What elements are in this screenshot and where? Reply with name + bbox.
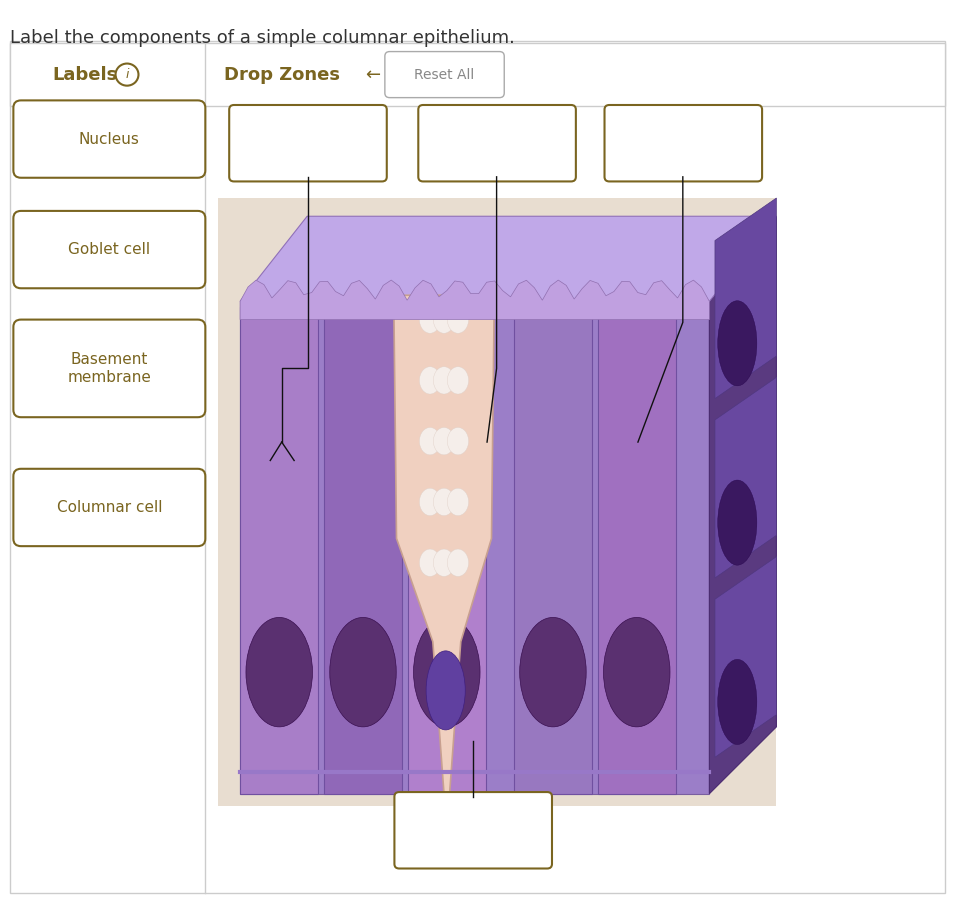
FancyBboxPatch shape	[13, 469, 205, 546]
Ellipse shape	[414, 617, 480, 727]
Text: Reset All: Reset All	[414, 67, 475, 82]
Text: Columnar cell: Columnar cell	[56, 500, 162, 515]
FancyBboxPatch shape	[13, 100, 205, 178]
FancyBboxPatch shape	[385, 52, 504, 98]
Ellipse shape	[434, 306, 455, 333]
Ellipse shape	[447, 427, 469, 455]
Text: Basement
membrane: Basement membrane	[68, 352, 151, 385]
Polygon shape	[240, 301, 710, 794]
Ellipse shape	[419, 549, 440, 577]
FancyBboxPatch shape	[13, 320, 205, 417]
Ellipse shape	[718, 301, 757, 386]
Polygon shape	[240, 216, 776, 301]
FancyBboxPatch shape	[218, 198, 776, 806]
FancyBboxPatch shape	[10, 43, 945, 106]
Polygon shape	[715, 198, 776, 399]
Text: i: i	[125, 68, 129, 81]
Ellipse shape	[520, 617, 586, 727]
Ellipse shape	[447, 488, 469, 516]
Ellipse shape	[718, 659, 757, 744]
Ellipse shape	[434, 427, 455, 455]
Polygon shape	[393, 296, 495, 794]
Ellipse shape	[447, 549, 469, 577]
Ellipse shape	[604, 617, 670, 727]
Ellipse shape	[434, 549, 455, 577]
Ellipse shape	[447, 306, 469, 333]
Polygon shape	[710, 216, 776, 794]
Text: Drop Zones: Drop Zones	[224, 65, 340, 84]
Polygon shape	[715, 556, 776, 757]
Polygon shape	[514, 308, 592, 794]
Text: Labels: Labels	[53, 65, 117, 84]
Ellipse shape	[434, 488, 455, 516]
Polygon shape	[715, 378, 776, 578]
FancyBboxPatch shape	[394, 792, 552, 869]
FancyBboxPatch shape	[229, 105, 387, 181]
FancyBboxPatch shape	[10, 41, 945, 893]
Ellipse shape	[419, 488, 440, 516]
Ellipse shape	[329, 617, 396, 727]
Ellipse shape	[246, 617, 312, 727]
Text: Goblet cell: Goblet cell	[69, 242, 150, 257]
FancyBboxPatch shape	[418, 105, 576, 181]
Text: ←: ←	[365, 65, 380, 84]
FancyBboxPatch shape	[13, 211, 205, 288]
Ellipse shape	[419, 367, 440, 394]
Polygon shape	[408, 308, 486, 794]
Ellipse shape	[419, 306, 440, 333]
Polygon shape	[240, 308, 318, 794]
Ellipse shape	[419, 427, 440, 455]
Polygon shape	[598, 308, 676, 794]
Text: Nucleus: Nucleus	[79, 132, 139, 146]
Ellipse shape	[434, 367, 455, 394]
Ellipse shape	[718, 480, 757, 565]
Ellipse shape	[426, 651, 465, 729]
Ellipse shape	[447, 367, 469, 394]
Text: Label the components of a simple columnar epithelium.: Label the components of a simple columna…	[10, 29, 515, 48]
FancyBboxPatch shape	[605, 105, 762, 181]
Polygon shape	[240, 280, 710, 320]
Polygon shape	[324, 308, 402, 794]
